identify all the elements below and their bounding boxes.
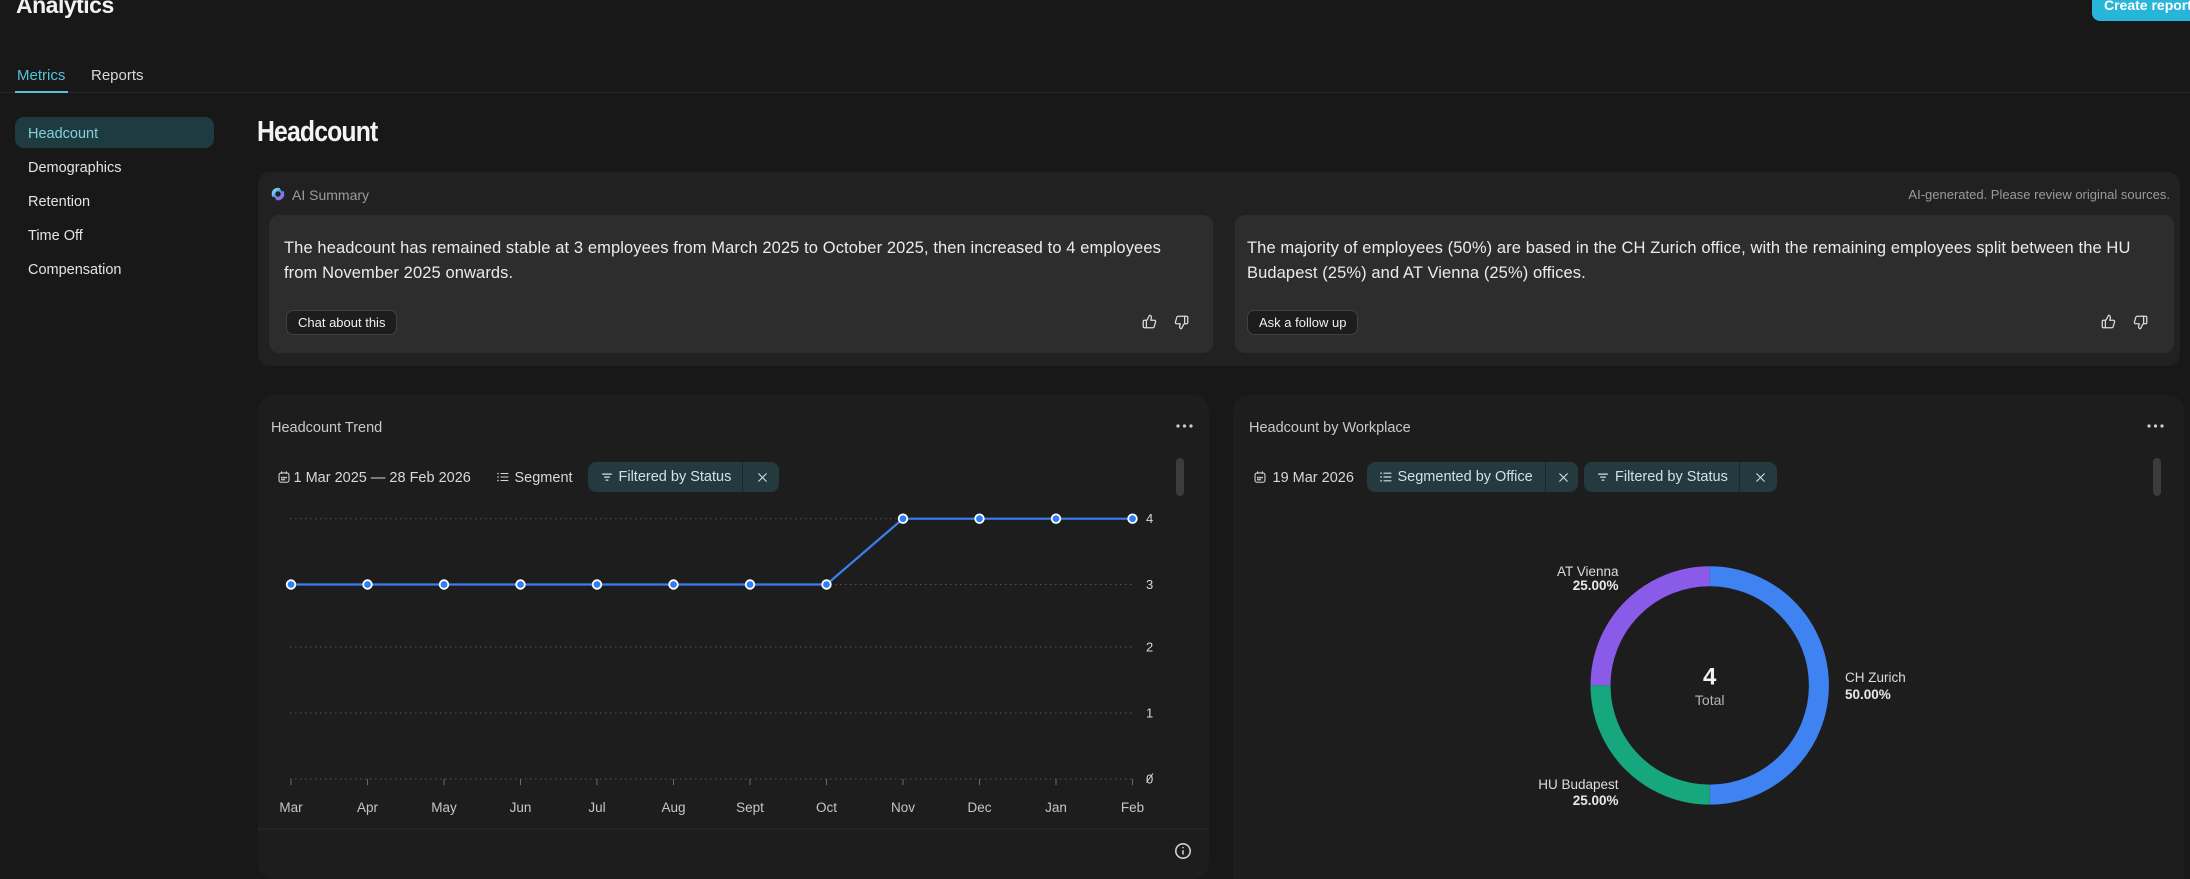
svg-text:4: 4 — [1703, 664, 1717, 691]
svg-text:Apr: Apr — [357, 800, 379, 815]
svg-text:1: 1 — [1146, 706, 1153, 721]
svg-text:May: May — [431, 800, 457, 815]
svg-text:Sept: Sept — [736, 800, 764, 815]
svg-text:Feb: Feb — [1121, 800, 1144, 815]
svg-text:25.00%: 25.00% — [1573, 793, 1619, 808]
svg-text:HU Budapest: HU Budapest — [1538, 777, 1619, 792]
svg-text:3: 3 — [1146, 577, 1153, 592]
svg-text:Nov: Nov — [891, 800, 915, 815]
svg-text:Dec: Dec — [967, 800, 991, 815]
svg-text:Aug: Aug — [661, 800, 685, 815]
svg-text:Jul: Jul — [588, 800, 605, 815]
svg-text:AT Vienna: AT Vienna — [1557, 564, 1619, 579]
svg-text:50.00%: 50.00% — [1845, 687, 1891, 702]
svg-text:2: 2 — [1146, 640, 1153, 655]
svg-text:Jan: Jan — [1045, 800, 1067, 815]
svg-text:25.00%: 25.00% — [1573, 578, 1619, 593]
svg-text:Jun: Jun — [510, 800, 532, 815]
svg-text:Oct: Oct — [816, 800, 837, 815]
svg-text:Mar: Mar — [279, 800, 303, 815]
svg-text:CH Zurich: CH Zurich — [1845, 670, 1906, 685]
svg-text:4: 4 — [1146, 511, 1153, 526]
svg-text:Total: Total — [1695, 692, 1725, 708]
